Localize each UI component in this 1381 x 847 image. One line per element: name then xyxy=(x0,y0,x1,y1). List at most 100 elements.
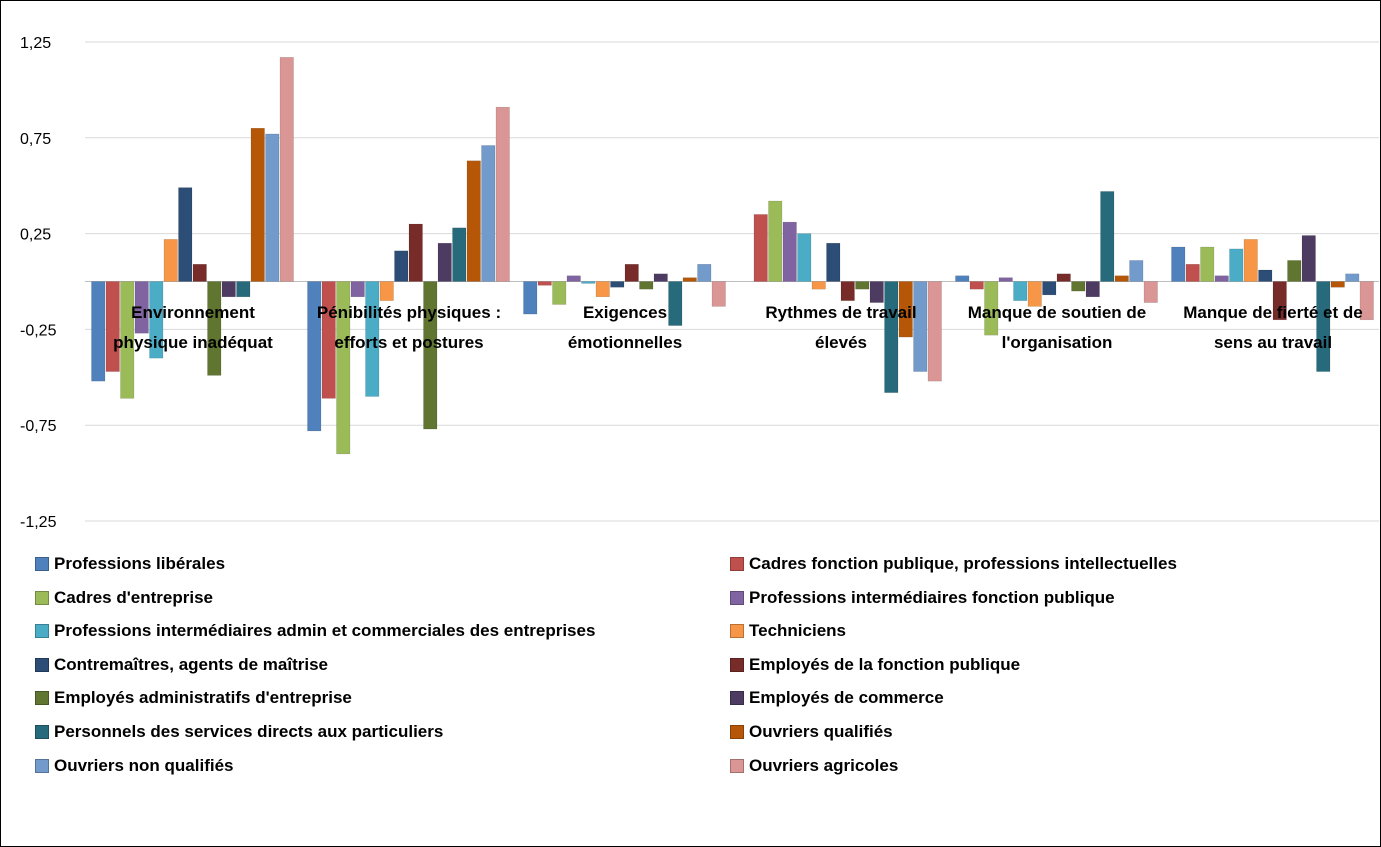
bar xyxy=(753,214,768,282)
bar xyxy=(221,281,236,298)
bar xyxy=(481,145,496,282)
bar xyxy=(624,264,639,282)
bar xyxy=(1214,275,1229,282)
bar xyxy=(466,160,481,282)
x-tick-label: Manque de soutien de l'organisation xyxy=(967,302,1147,352)
bar xyxy=(1345,273,1360,282)
bar xyxy=(207,281,222,376)
bar xyxy=(495,106,510,282)
legend-swatch xyxy=(730,590,744,605)
legend-label: Cadres d'entreprise xyxy=(54,587,213,607)
bar xyxy=(537,281,552,286)
bar xyxy=(1071,281,1086,292)
legend-swatch xyxy=(35,624,49,639)
legend-label: Professions libérales xyxy=(54,554,226,573)
legend-entry: Professions intermédiaires fonction publ… xyxy=(730,588,1115,608)
legend-entry: Cadres d'entreprise xyxy=(35,588,213,608)
bar xyxy=(1330,281,1345,288)
bar xyxy=(639,281,654,290)
bar xyxy=(178,187,193,282)
bar xyxy=(927,281,942,382)
legend-entry: Ouvriers non qualifiés xyxy=(35,756,234,776)
bar xyxy=(120,281,135,399)
legend-label: Ouvriers qualifiés xyxy=(749,722,893,741)
bar xyxy=(797,233,812,282)
legend-swatch xyxy=(35,590,49,605)
bar xyxy=(998,277,1013,282)
y-tick-label: -1,25 xyxy=(20,514,57,531)
legend-entry: Techniciens xyxy=(730,621,846,641)
legend-label: Ouvriers agricoles xyxy=(749,755,899,775)
bar xyxy=(163,239,178,282)
bar xyxy=(898,281,913,338)
legend-swatch xyxy=(35,657,49,672)
bar xyxy=(379,281,394,301)
bar xyxy=(711,281,726,307)
y-tick-label: 0,75 xyxy=(20,131,51,148)
bar xyxy=(826,242,841,282)
bar xyxy=(595,281,610,298)
bar xyxy=(984,281,999,336)
legend-label: Employés administratifs d'entreprise xyxy=(54,688,352,708)
legend-entry: Professions libérales xyxy=(35,554,225,574)
bar xyxy=(1243,239,1258,282)
bar xyxy=(855,281,870,290)
legend-entry: Contremaîtres, agents de maîtrise xyxy=(35,655,328,675)
legend-label: Cadres fonction publique, professions in… xyxy=(749,554,1177,573)
bar xyxy=(265,133,280,282)
x-tick-label: Rythmes de travail élevés xyxy=(765,302,917,352)
legend-swatch xyxy=(730,657,744,672)
bar xyxy=(1042,281,1057,296)
bar xyxy=(1171,246,1186,282)
bar xyxy=(149,281,164,359)
legend-swatch xyxy=(730,758,744,773)
bar xyxy=(452,227,467,282)
x-tick-label: Exigences émotionnelles xyxy=(567,302,683,352)
legend-label: Professions intermédiaires admin et comm… xyxy=(54,621,596,641)
legend-label: Personnels des services directs aux part… xyxy=(54,722,444,741)
y-tick-label: -0,75 xyxy=(20,418,57,435)
bar xyxy=(1114,275,1129,282)
legend-swatch xyxy=(35,557,49,571)
bar xyxy=(236,281,251,298)
y-tick-label: 0,25 xyxy=(20,227,51,244)
bar xyxy=(884,281,899,393)
legend-swatch xyxy=(35,758,49,773)
bar xyxy=(321,281,336,399)
bar xyxy=(1085,281,1100,298)
bar xyxy=(1301,235,1316,282)
bar xyxy=(336,281,351,455)
legend-entry: Ouvriers agricoles xyxy=(730,756,898,776)
bar xyxy=(581,281,596,284)
x-tick-label: Pénibilités physiques : efforts et postu… xyxy=(316,302,502,352)
bar xyxy=(1258,269,1273,282)
bar xyxy=(307,281,322,432)
bar xyxy=(552,281,567,305)
bar xyxy=(1287,260,1302,282)
legend-entry: Cadres fonction publique, professions in… xyxy=(730,554,1177,574)
bar xyxy=(1129,260,1144,282)
legend-label: Contremaîtres, agents de maîtrise xyxy=(54,654,328,674)
bar xyxy=(811,281,826,290)
bar xyxy=(408,223,423,282)
legend-label: Ouvriers non qualifiés xyxy=(54,755,234,775)
bar xyxy=(350,281,365,298)
bar xyxy=(250,127,265,282)
bar xyxy=(668,281,683,326)
legend-entry: Personnels des services directs aux part… xyxy=(35,722,443,742)
bar xyxy=(279,57,294,282)
bar xyxy=(134,281,149,334)
bar xyxy=(697,264,712,282)
bar xyxy=(1272,281,1287,321)
bar xyxy=(365,281,380,397)
bar xyxy=(682,277,697,282)
bar xyxy=(1100,191,1115,282)
bar xyxy=(105,281,120,372)
x-tick-label: Manque de fierté et de sens au travail xyxy=(1183,302,1363,352)
legend-entry: Ouvriers qualifiés xyxy=(730,722,893,742)
bar xyxy=(423,281,438,430)
legend-label: Techniciens xyxy=(749,621,846,641)
legend-label: Employés de la fonction publique xyxy=(749,654,1021,674)
bar xyxy=(1316,281,1331,372)
